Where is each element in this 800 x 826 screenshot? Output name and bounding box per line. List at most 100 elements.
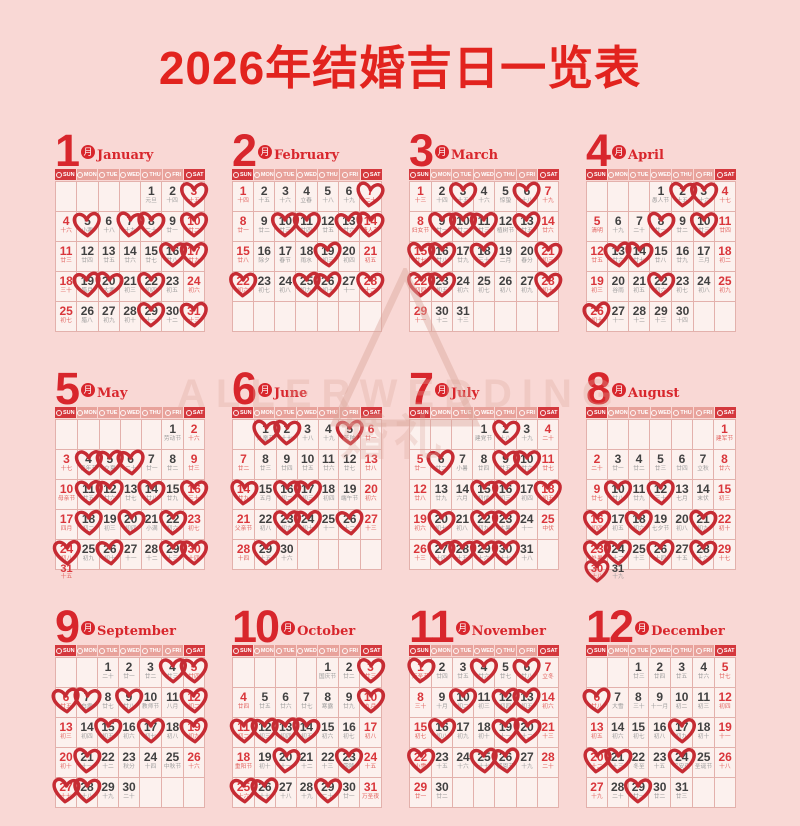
day-cell: 2 十五 [254, 182, 276, 212]
day: 18 初五 [533, 479, 562, 506]
day-cell: 27 初九 [98, 302, 120, 332]
day-number: 12 [718, 690, 732, 704]
day-cell: 29 十一 [410, 302, 432, 332]
month-yue-badge: 月 [258, 383, 273, 397]
day: 18 初二 [715, 245, 735, 266]
day-number: 14 [541, 214, 555, 228]
day: 20 春分 [517, 245, 537, 266]
day: 26 十七 [250, 777, 279, 804]
day-number: 7 [303, 690, 310, 704]
lunar-label: 廿六 [612, 258, 624, 264]
weekday-sun: SUN [586, 169, 607, 180]
day-number: 30 [675, 304, 690, 318]
day-cell: 20 春分 [517, 242, 538, 272]
day-cell: 8 廿三 [255, 450, 277, 480]
day: 30 十四 [672, 305, 692, 326]
lunar-label: 处暑 [591, 556, 603, 562]
lunar-label: 廿六 [718, 466, 731, 472]
lunar-label: 初九 [188, 734, 200, 740]
day-cell: 26 初八 [495, 272, 517, 302]
day-cell [517, 778, 538, 808]
day-number: 29 [654, 304, 668, 318]
day-number: 26 [590, 304, 604, 318]
lunar-label: 初三 [698, 704, 710, 710]
day-number: 26 [653, 542, 668, 556]
weekday-dot-icon [651, 647, 658, 654]
day-cell: 19 七夕节 [650, 510, 672, 540]
day-cell [587, 658, 608, 688]
day-cell: 16 三十 [180, 480, 209, 510]
month-number: 2 [232, 125, 257, 176]
day: 5 廿一 [410, 453, 430, 474]
day-cell: 3 十七 [56, 450, 78, 480]
lunar-label: 廿一 [365, 436, 377, 442]
weekday-dot-icon [362, 647, 369, 654]
day: 7 二十 [356, 181, 386, 208]
weekday-dot-icon [142, 647, 149, 654]
weekday-fri: FRI [693, 645, 715, 656]
lunar-label: 十三 [655, 318, 667, 324]
day: 25 中秋节 [162, 751, 183, 772]
lunar-label: 十四 [436, 198, 448, 204]
weekday-dot-icon [696, 409, 703, 416]
lunar-label: 端午节 [341, 496, 359, 502]
weekday-label: WED [658, 171, 671, 178]
day-number: 31 [675, 780, 689, 794]
day-number: 9 [283, 452, 291, 466]
day-cell: 26 十二 [335, 509, 364, 540]
day-cell: 13 初五 [512, 687, 541, 718]
day: 27 十九 [517, 751, 537, 772]
weekday-dot-icon [496, 409, 503, 416]
day-number: 4 [325, 422, 332, 436]
day-number: 15 [144, 244, 158, 258]
day-number: 10 [300, 452, 315, 466]
weekday-dot-icon [651, 171, 658, 178]
day-cell [275, 658, 297, 688]
lunar-label: 初五 [102, 734, 114, 740]
day-number: 25 [541, 512, 555, 526]
day-cell [693, 302, 715, 332]
day-number: 19 [80, 274, 95, 288]
month-number: 1 [55, 125, 80, 176]
lunar-label: 十六 [281, 556, 293, 562]
lunar-label: 廿九 [633, 496, 645, 502]
day-cell: 3 廿二 [140, 658, 162, 688]
lunar-label: 二月 [499, 258, 512, 264]
day-number: 2 [438, 184, 446, 198]
weekday-wed: WED [119, 645, 141, 656]
weekday-label: SUN [593, 409, 606, 416]
day-number: 14 [363, 214, 378, 228]
day-number: 7 [367, 184, 374, 198]
day-cell: 5 十八 [317, 182, 339, 212]
lunar-label: 廿九 [676, 258, 689, 264]
weekday-wed: WED [119, 169, 141, 180]
lunar-label: 十五 [60, 574, 73, 580]
day-cell: 28 初十 [534, 271, 563, 302]
day-number: 29 [258, 542, 273, 556]
day: 13 廿五 [512, 211, 541, 238]
day-number: 17 [456, 720, 470, 734]
day-cell: 13 初四 [271, 717, 300, 748]
weekday-dot-icon [253, 647, 260, 654]
day-cell: 9 廿四 [277, 450, 298, 480]
lunar-label: 立冬 [542, 674, 554, 680]
day: 27 十五 [672, 543, 692, 564]
day-number: 6 [282, 690, 289, 704]
day: 20 初四 [339, 245, 359, 266]
day-cell: 7 立秋 [693, 450, 714, 480]
day: 15 廿八 [233, 245, 253, 266]
weekday-label: MON [437, 647, 451, 654]
day: 4 十九 [319, 423, 339, 444]
lunar-label: 廿八 [591, 704, 603, 710]
day: 28 十五 [448, 539, 477, 566]
day: 8 廿二 [162, 453, 183, 474]
day-number: 9 [502, 452, 509, 466]
day-number: 20 [123, 512, 138, 526]
day: 18 初四 [319, 483, 339, 504]
day-number: 1 [169, 422, 177, 436]
day-cell: 31 十三 [179, 301, 208, 332]
weekday-fri: FRI [162, 169, 184, 180]
day-number: 5 [84, 214, 91, 228]
day-cell: 3 廿五 [671, 658, 694, 688]
weekday-mon: MON [430, 169, 452, 180]
